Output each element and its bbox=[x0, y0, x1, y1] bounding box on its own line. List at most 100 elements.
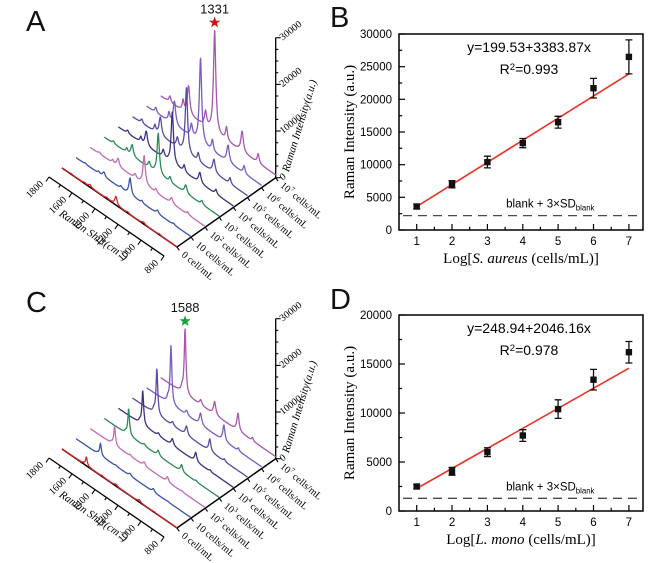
fit-line bbox=[416, 367, 630, 490]
y-tick-label: 20000 bbox=[360, 310, 392, 322]
spectrum-10⁶ cells/mL bbox=[146, 344, 262, 468]
panel-d-chart: 0 5000 10000 15000 20000 1 2 3 4 5 6 7 blank + 3×SDb… bbox=[342, 310, 644, 548]
x-tick-label: 3 bbox=[484, 517, 490, 529]
y-tick-label: 0 bbox=[386, 506, 392, 518]
z-tick-label: 30000 bbox=[278, 300, 304, 324]
x-tick-label: 800 bbox=[143, 539, 161, 557]
data-point bbox=[448, 181, 456, 188]
data-point bbox=[519, 432, 526, 439]
spectra bbox=[61, 328, 277, 529]
x-axis-title: Raman Shift(cm-1) bbox=[56, 205, 131, 263]
y-axis-title: Raman Intensity (a.u.) bbox=[342, 65, 358, 199]
z-tick-label: 30000 bbox=[278, 19, 304, 43]
data-point bbox=[625, 53, 633, 61]
y-tick-label: 15000 bbox=[360, 359, 392, 371]
panel-d-letter: D bbox=[330, 284, 351, 316]
spectrum-10 cells/mL bbox=[75, 157, 192, 238]
data-point bbox=[590, 376, 597, 383]
x-tick-label: 6 bbox=[590, 517, 596, 529]
r-squared: R2=0.993 bbox=[500, 61, 559, 77]
panel-c-letter: C bbox=[26, 287, 47, 319]
y-tick-label: 0 bbox=[386, 225, 392, 237]
x-tick-label: 1 bbox=[413, 236, 419, 248]
peak-label: 1588 bbox=[171, 300, 200, 315]
data-point bbox=[625, 349, 633, 356]
spectrum-10⁵ cells/mL bbox=[132, 87, 248, 197]
spectrum-10³ cells/mL bbox=[103, 408, 220, 499]
spectrum-10 cells/mL bbox=[75, 438, 192, 519]
x-tick-label: 5 bbox=[555, 236, 561, 248]
y-tick-label: 30000 bbox=[360, 29, 392, 41]
x-tick-label: 2 bbox=[449, 236, 455, 248]
spectrum-10² cells/mL bbox=[89, 146, 206, 227]
data-point bbox=[554, 405, 562, 413]
y-tick-label: 5000 bbox=[366, 457, 392, 469]
spectra bbox=[61, 30, 277, 248]
x-tick-label: 800 bbox=[143, 258, 161, 276]
data-point bbox=[413, 203, 420, 210]
y-tick-label: 25000 bbox=[360, 62, 392, 74]
peak-label: 1331 bbox=[200, 2, 229, 17]
peak-star-icon bbox=[179, 315, 191, 326]
x-tick-label: 7 bbox=[626, 236, 632, 248]
panel-b: 0 5000 10000 15000 20000 25000 30000 1 2 3 4 5 6 7 bla… bbox=[325, 0, 650, 281]
z-tick-label: 20000 bbox=[278, 347, 304, 371]
x-tick-label: 4 bbox=[520, 236, 527, 248]
y-tick-label: 10000 bbox=[360, 408, 392, 420]
panel-d: 0 5000 10000 15000 20000 1 2 3 4 5 6 7 blank + 3×SDb… bbox=[325, 281, 650, 563]
x-axis-title: Log[L. mono (cells/mL)] bbox=[446, 532, 596, 548]
z-tick-label: 0 bbox=[278, 171, 289, 183]
r-squared: R2=0.978 bbox=[500, 342, 559, 358]
y-tick-label: 10000 bbox=[360, 160, 392, 172]
data-point bbox=[484, 449, 491, 456]
panel-b-chart: 0 5000 10000 15000 20000 25000 30000 1 2 3 4 5 6 7 bla… bbox=[342, 29, 644, 267]
data-point bbox=[590, 85, 597, 92]
spectrum-0 cell/mL bbox=[61, 167, 178, 248]
x-tick-label: 4 bbox=[520, 517, 527, 529]
spectrum-10⁵ cells/mL bbox=[132, 368, 248, 478]
data-point bbox=[413, 483, 420, 490]
panel-a-letter: A bbox=[26, 6, 46, 38]
x-tick-label: 3 bbox=[484, 236, 490, 248]
y-tick-label: 20000 bbox=[360, 94, 392, 106]
x-tick-label: 1800 bbox=[24, 460, 46, 482]
spectrum-10⁴ cells/mL bbox=[118, 390, 234, 488]
fit-equation: y=248.94+2046.16x bbox=[467, 320, 591, 336]
spectrum-10⁶ cells/mL bbox=[146, 57, 262, 186]
panel-c: 800 1000 1200 1400 1600 1800 Raman Shift(cm-1)… bbox=[0, 281, 325, 563]
y-axis-title: Raman Intensity (a.u.) bbox=[342, 346, 358, 480]
data-point bbox=[554, 119, 562, 126]
x-tick-label: 2 bbox=[449, 517, 455, 529]
spectrum-10² cells/mL bbox=[89, 426, 206, 509]
spectrum-10³ cells/mL bbox=[103, 132, 220, 217]
fit-equation: y=199.53+3383.87x bbox=[467, 39, 591, 55]
x-tick-label: 1 bbox=[413, 517, 419, 529]
threshold-label: blank + 3×SDblank bbox=[506, 199, 594, 213]
spectrum-0 cell/mL bbox=[61, 448, 178, 529]
data-point bbox=[484, 158, 491, 166]
x-axis-title: Raman Shift(cm-1) bbox=[56, 486, 131, 544]
spectrum-10⁴ cells/mL bbox=[118, 111, 234, 207]
threshold-label: blank + 3×SDblank bbox=[506, 481, 594, 495]
calibration-plot: 0 5000 10000 15000 20000 25000 30000 1 2 3 4 5 6 7 bla… bbox=[342, 29, 644, 267]
x-tick-label: 7 bbox=[626, 517, 632, 529]
y-tick-label: 15000 bbox=[360, 127, 392, 139]
y-tick-label: 5000 bbox=[366, 192, 392, 204]
z-tick-label: 20000 bbox=[278, 66, 304, 90]
x-tick-label: 6 bbox=[590, 236, 596, 248]
data-point bbox=[519, 139, 526, 147]
x-tick-label: 5 bbox=[555, 517, 561, 529]
peak-star-icon bbox=[208, 16, 221, 28]
data-point bbox=[448, 468, 456, 475]
spectrum-10⁷ cells/mL bbox=[160, 30, 277, 176]
x-tick-label: 1800 bbox=[24, 179, 46, 201]
panel-b-letter: B bbox=[330, 2, 350, 34]
spectrum-10⁷ cells/mL bbox=[160, 328, 277, 458]
calibration-plot: 0 5000 10000 15000 20000 1 2 3 4 5 6 7 blank + 3×SDb… bbox=[342, 310, 644, 548]
x-axis-title: Log[S. aureus (cells/mL)] bbox=[443, 251, 599, 267]
z-tick-label: 0 bbox=[278, 452, 289, 464]
